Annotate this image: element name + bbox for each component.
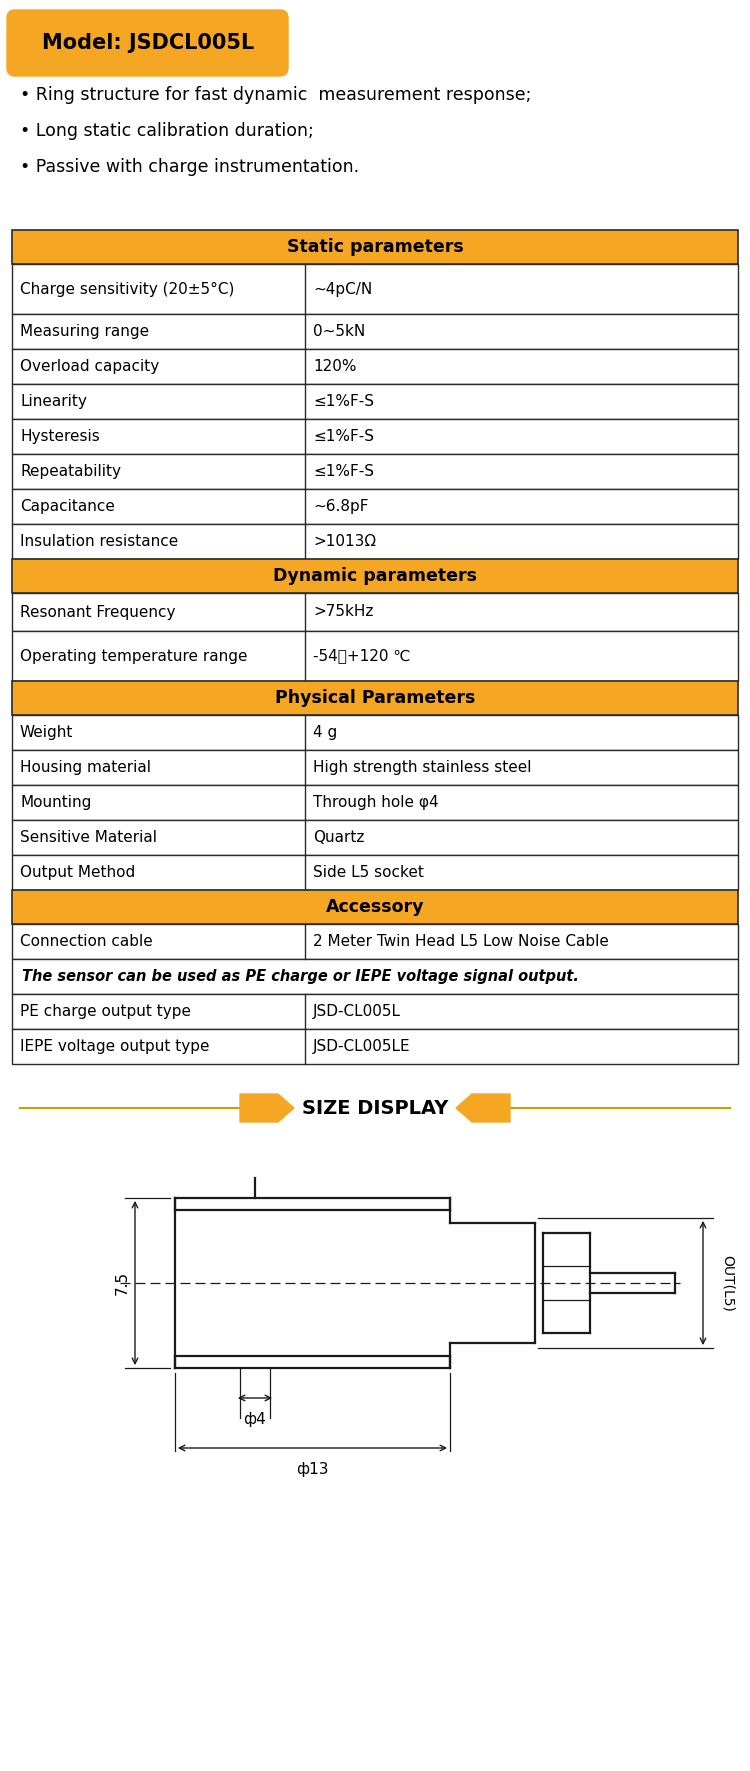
Text: PE charge output type: PE charge output type	[20, 1004, 191, 1018]
Text: >75kHz: >75kHz	[313, 604, 374, 620]
Bar	[12, 1029, 738, 1064]
Text: ~6.8pF: ~6.8pF	[313, 499, 368, 514]
Bar	[12, 820, 738, 855]
Bar	[12, 682, 738, 715]
Text: Physical Parameters: Physical Parameters	[274, 689, 476, 707]
Text: OUT(L5): OUT(L5)	[721, 1254, 735, 1312]
Text: ≤1%F-S: ≤1%F-S	[313, 393, 374, 409]
Polygon shape	[456, 1094, 510, 1123]
Text: Capacitance: Capacitance	[20, 499, 115, 514]
Text: Operating temperature range: Operating temperature range	[20, 648, 248, 664]
Bar	[12, 785, 738, 820]
Text: High strength stainless steel: High strength stainless steel	[313, 760, 532, 776]
Text: • Ring structure for fast dynamic  measurement response;: • Ring structure for fast dynamic measur…	[20, 87, 531, 104]
Bar	[12, 593, 738, 630]
Text: Linearity: Linearity	[20, 393, 87, 409]
Bar	[12, 349, 738, 384]
Text: 4 g: 4 g	[313, 724, 338, 740]
Text: Overload capacity: Overload capacity	[20, 360, 159, 374]
Bar	[12, 749, 738, 785]
Text: Weight: Weight	[20, 724, 74, 740]
Text: ≤1%F-S: ≤1%F-S	[313, 429, 374, 445]
Text: • Passive with charge instrumentation.: • Passive with charge instrumentation.	[20, 158, 359, 175]
Text: Insulation resistance: Insulation resistance	[20, 535, 178, 549]
Text: Repeatability: Repeatability	[20, 464, 121, 478]
Text: Through hole φ4: Through hole φ4	[313, 795, 439, 809]
Bar	[12, 924, 738, 960]
Text: Measuring range: Measuring range	[20, 324, 149, 338]
Text: Resonant Frequency: Resonant Frequency	[20, 604, 176, 620]
Bar	[12, 560, 738, 593]
Bar	[12, 994, 738, 1029]
Text: Output Method: Output Method	[20, 864, 135, 880]
Text: Mounting: Mounting	[20, 795, 92, 809]
Text: ≤1%F-S: ≤1%F-S	[313, 464, 374, 478]
Text: Dynamic parameters: Dynamic parameters	[273, 567, 477, 584]
Text: 2 Meter Twin Head L5 Low Noise Cable: 2 Meter Twin Head L5 Low Noise Cable	[313, 933, 609, 949]
Bar	[12, 313, 738, 349]
Bar	[12, 489, 738, 524]
Bar	[12, 630, 738, 682]
Bar	[12, 524, 738, 560]
Text: Accessory: Accessory	[326, 898, 424, 916]
Text: SIZE DISPLAY: SIZE DISPLAY	[302, 1098, 448, 1118]
Text: Hysteresis: Hysteresis	[20, 429, 100, 445]
Bar	[12, 715, 738, 749]
Text: Connection cable: Connection cable	[20, 933, 153, 949]
FancyBboxPatch shape	[7, 11, 288, 76]
Text: Housing material: Housing material	[20, 760, 151, 776]
Text: Charge sensitivity (20±5°C): Charge sensitivity (20±5°C)	[20, 282, 234, 296]
Text: Sensitive Material: Sensitive Material	[20, 831, 157, 845]
Text: IEPE voltage output type: IEPE voltage output type	[20, 1040, 209, 1054]
Bar	[12, 855, 738, 891]
Text: 120%: 120%	[313, 360, 356, 374]
Bar	[12, 960, 738, 994]
Text: Side L5 socket: Side L5 socket	[313, 864, 424, 880]
Bar	[12, 420, 738, 453]
Text: Quartz: Quartz	[313, 831, 364, 845]
Bar	[12, 264, 738, 313]
Text: 0~5kN: 0~5kN	[313, 324, 365, 338]
Text: >1013Ω: >1013Ω	[313, 535, 376, 549]
Text: • Long static calibration duration;: • Long static calibration duration;	[20, 122, 313, 140]
Text: ф13: ф13	[296, 1463, 328, 1477]
Bar	[12, 891, 738, 924]
Text: Static parameters: Static parameters	[286, 237, 464, 257]
Bar	[12, 453, 738, 489]
Text: 7.5: 7.5	[115, 1272, 130, 1295]
Text: ~4pC/N: ~4pC/N	[313, 282, 372, 296]
Text: Model: JSDCL005L: Model: JSDCL005L	[42, 34, 254, 53]
Bar	[12, 384, 738, 420]
Text: JSD-CL005LE: JSD-CL005LE	[313, 1040, 411, 1054]
Text: The sensor can be used as PE charge or IEPE voltage signal output.: The sensor can be used as PE charge or I…	[22, 969, 579, 985]
Polygon shape	[240, 1094, 294, 1123]
Text: JSD-CL005L: JSD-CL005L	[313, 1004, 401, 1018]
Text: ф4: ф4	[244, 1411, 266, 1427]
Text: -54～+120 ℃: -54～+120 ℃	[313, 648, 410, 664]
Bar	[12, 230, 738, 264]
